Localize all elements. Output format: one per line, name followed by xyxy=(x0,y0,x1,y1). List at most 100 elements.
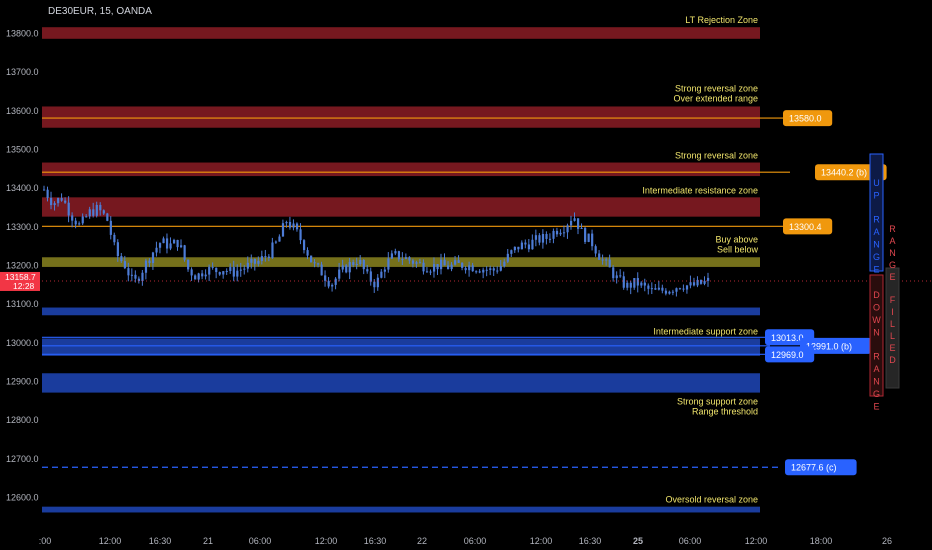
price-tick-label: 13600.0 xyxy=(6,106,39,116)
candle-body xyxy=(334,278,337,285)
candle-body xyxy=(439,259,443,270)
candle-body xyxy=(306,250,309,256)
candle-body xyxy=(689,282,692,286)
level-tag-label: 12677.6 (c) xyxy=(791,463,837,473)
candle-body xyxy=(197,273,200,280)
candle-body xyxy=(506,253,509,262)
zone-band xyxy=(42,162,760,177)
candle-body xyxy=(362,259,365,270)
candle-body xyxy=(457,260,460,263)
zone-label: Sell below xyxy=(717,244,759,254)
candle-body xyxy=(534,235,538,240)
candle-body xyxy=(85,216,88,218)
candle-body xyxy=(260,256,264,261)
candle-body xyxy=(338,269,341,279)
candle-body xyxy=(633,278,636,288)
level-tag-label: 13300.4 xyxy=(789,222,822,232)
candle-body xyxy=(541,234,545,243)
candle-body xyxy=(109,220,112,235)
symbol-title: DE30EUR, 15, OANDA xyxy=(48,6,152,17)
candle-body xyxy=(598,253,601,260)
time-tick-label: 12:00 xyxy=(315,536,338,546)
candle-body xyxy=(148,260,151,264)
candle-body xyxy=(555,230,559,235)
candle-body xyxy=(562,232,566,234)
candle-body xyxy=(352,262,355,265)
zone-band xyxy=(42,338,760,356)
candle-body xyxy=(376,277,379,288)
candle-body xyxy=(447,265,450,270)
candle-body xyxy=(292,223,295,228)
candle-body xyxy=(102,210,105,214)
candle-body xyxy=(71,215,74,221)
candle-body xyxy=(222,271,225,275)
candle-body xyxy=(180,245,183,248)
candle-body xyxy=(524,242,527,245)
price-tick-label: 13300.0 xyxy=(6,222,39,232)
price-tick-label: 13100.0 xyxy=(6,299,39,309)
up-range-box xyxy=(869,153,884,272)
price-axis[interactable]: 12600.0 12700.0 12800.0 12900.0 13000.0 13100… xyxy=(0,29,40,503)
time-tick-label: 22 xyxy=(417,536,427,546)
candle-body xyxy=(394,251,397,254)
up-range-label: G xyxy=(873,252,880,262)
time-axis[interactable]: :00 12:00 16:30 21 06:00 12:00 16:30 22 06:00 12:… xyxy=(39,536,892,546)
up-range-label: E xyxy=(873,264,879,274)
price-tick-label: 13800.0 xyxy=(6,29,39,39)
candle-body xyxy=(654,288,657,290)
price-tick-label: 13000.0 xyxy=(6,338,39,348)
zone-label: Intermediate resistance zone xyxy=(642,185,758,195)
time-tick-label: 25 xyxy=(633,536,643,546)
candle-body xyxy=(60,198,63,201)
candle-body xyxy=(295,223,299,230)
candle-body xyxy=(429,271,432,273)
price-tick-label: 12600.0 xyxy=(6,493,39,503)
candle-body xyxy=(699,279,703,284)
candle-body xyxy=(577,218,580,229)
candle-body xyxy=(190,269,193,276)
time-tick-label: 16:30 xyxy=(364,536,387,546)
candle-body xyxy=(201,273,204,277)
candle-body xyxy=(548,238,552,240)
time-tick-label: 12:00 xyxy=(745,536,768,546)
candle-body xyxy=(443,259,446,266)
down-range-label: N xyxy=(873,376,880,386)
candle-body xyxy=(629,282,632,288)
candle-body xyxy=(299,229,302,241)
candle-body xyxy=(636,278,639,286)
price-tick-label: 13400.0 xyxy=(6,183,39,193)
candle-body xyxy=(243,268,246,270)
candle-body xyxy=(187,259,190,270)
candle-body xyxy=(622,276,625,288)
level-tag xyxy=(785,459,857,476)
candle-body xyxy=(678,288,682,290)
range-filled-label: N xyxy=(889,248,896,258)
candle-body xyxy=(671,291,675,293)
candle-body xyxy=(436,264,439,270)
candle-body xyxy=(682,288,685,290)
level-tag-label: 13440.2 (b) xyxy=(821,168,867,178)
current-price-value: 13158.7 xyxy=(5,272,36,282)
candle-body xyxy=(348,262,351,273)
candle-body xyxy=(74,220,77,225)
candle-body xyxy=(647,285,650,289)
candle-body xyxy=(692,282,696,286)
candle-body xyxy=(475,271,478,273)
candle-body xyxy=(274,241,278,243)
range-filled-label: L xyxy=(890,331,895,341)
candle-body xyxy=(612,267,615,279)
candle-body xyxy=(120,256,123,262)
candle-body xyxy=(397,251,401,260)
candle-body xyxy=(250,258,253,263)
candle-body xyxy=(88,209,91,217)
time-tick-label: 12:00 xyxy=(99,536,122,546)
price-tick-label: 13500.0 xyxy=(6,145,39,155)
range-filled-label: D xyxy=(889,355,896,365)
candle-body xyxy=(271,242,274,258)
time-tick-label: 16:30 xyxy=(579,536,602,546)
zone-label: Intermediate support zone xyxy=(653,326,758,336)
candle-body xyxy=(615,275,618,279)
candle-body xyxy=(517,246,520,250)
candle-body xyxy=(513,246,516,251)
